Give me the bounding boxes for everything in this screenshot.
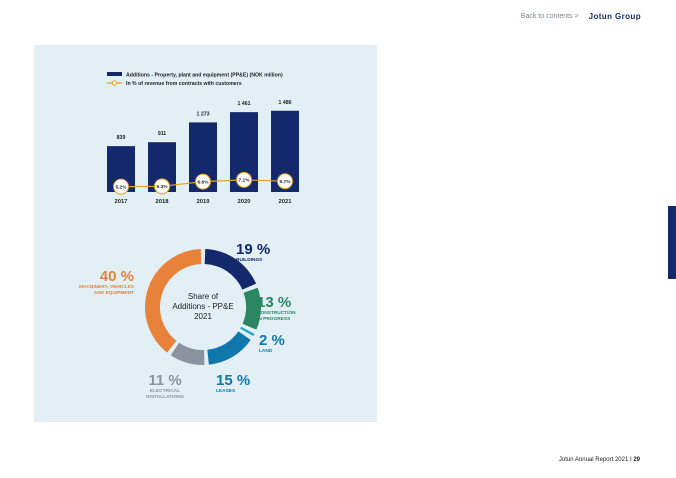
donut-name-label-buildings-1: BUILDINGS <box>236 257 263 263</box>
donut-pct-label-land: 2 % <box>259 332 285 349</box>
x-tick-label-2019: 2019 <box>197 199 211 205</box>
donut-pct-label-buildings: 19 % <box>236 241 270 258</box>
chart-panel: Additions - Property, plant and equipmen… <box>34 45 377 422</box>
donut-center-title-line-3: 2021 <box>194 312 212 321</box>
footer-page-number: 29 <box>633 457 640 463</box>
bar-value-label-2020: 1 461 <box>238 101 251 107</box>
donut-pct-label-electrical: 11 % <box>148 372 181 389</box>
page-footer: Jotun Annual Report 2021 I 29 <box>559 457 640 463</box>
x-tick-label-2021: 2021 <box>279 199 293 205</box>
footer-separator: I <box>629 457 632 463</box>
legend-label-bars: Additions - Property, plant and equipmen… <box>126 73 283 79</box>
donut-slice-leases <box>207 331 251 365</box>
legend-swatch-line-marker <box>111 80 118 86</box>
bar-value-label-2021: 1 486 <box>279 100 292 106</box>
donut-pct-label-leases: 15 % <box>216 372 250 389</box>
line-marker-2020 <box>236 171 252 188</box>
back-to-contents-link[interactable]: Back to contents > <box>520 13 579 20</box>
top-navigation: Back to contents > Jotun Group <box>521 12 641 21</box>
legend-swatch-bars <box>107 72 122 76</box>
donut-name-label-machinery-vehicles-1: MACHINERY, VEHICLES <box>79 284 135 290</box>
bar-value-label-2017: 839 <box>117 135 126 141</box>
donut-name-label-electrical-1: ELECTRICAL <box>150 388 180 394</box>
donut-slice-land <box>240 326 255 337</box>
line-value-label-2018: 5.3% <box>157 184 169 190</box>
side-tab-marker[interactable] <box>668 206 676 279</box>
line-value-label-2021: 6.7% <box>280 179 292 185</box>
donut-name-label-leases-1: LEASES <box>216 388 236 394</box>
donut-center-title-line-1: Share of <box>188 292 219 301</box>
x-tick-label-2017: 2017 <box>115 199 128 205</box>
line-marker-2021 <box>277 173 293 190</box>
line-value-label-2017: 5.2% <box>116 184 128 190</box>
donut-slice-machinery-vehicles <box>144 249 202 353</box>
donut-center-title-line-2: Additions - PP&E <box>172 302 233 311</box>
donut-pct-label-machinery-vehicles: 40 % <box>100 268 134 285</box>
donut-slice-construction <box>242 287 261 330</box>
line-value-label-2020: 7.1% <box>239 178 251 184</box>
bar-value-label-2018: 911 <box>158 131 166 137</box>
chart-svg: Additions - Property, plant and equipmen… <box>79 72 299 400</box>
line-value-label-2019: 6.6% <box>198 179 210 185</box>
line-marker-2018 <box>154 178 170 195</box>
donut-name-label-electrical-2: INSTALLATIONS <box>146 394 184 400</box>
bar-value-label-2019: 1 273 <box>197 111 210 117</box>
x-tick-label-2020: 2020 <box>238 199 251 205</box>
donut-name-label-machinery-vehicles-2: AND EQUIPMENT <box>94 290 134 296</box>
donut-name-label-construction-1: CONSTRUCTION <box>257 310 296 316</box>
donut-name-label-construction-2: IN PROGRESS <box>257 316 291 322</box>
line-marker-2019 <box>195 173 211 190</box>
donut-slice-electrical <box>170 342 205 365</box>
line-marker-2017 <box>113 178 129 195</box>
donut-slice-buildings <box>204 249 257 290</box>
footer-report-title: Jotun Annual Report 2021 <box>558 457 629 463</box>
donut-name-label-land-1: LAND <box>259 348 273 354</box>
brand-name: Jotun Group <box>588 12 641 21</box>
x-tick-label-2018: 2018 <box>156 199 170 205</box>
legend-label-line: In % of revenue from contracts with cust… <box>126 81 242 87</box>
donut-pct-label-construction: 13 % <box>257 294 291 311</box>
